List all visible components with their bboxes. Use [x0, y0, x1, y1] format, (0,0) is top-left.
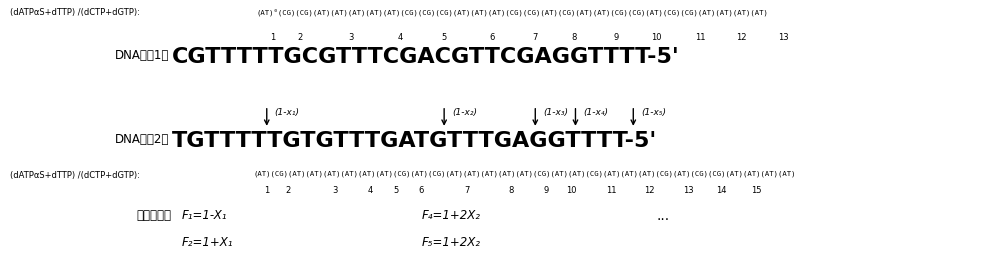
Text: 5: 5 — [442, 33, 447, 42]
Text: 7: 7 — [533, 33, 538, 42]
Text: DNA序列1：: DNA序列1： — [114, 48, 169, 62]
Text: 9: 9 — [613, 33, 618, 42]
Text: 4: 4 — [368, 186, 373, 195]
Text: 12: 12 — [736, 33, 746, 42]
Text: 11: 11 — [606, 186, 617, 195]
Text: F₄=1+2X₂: F₄=1+2X₂ — [422, 209, 481, 222]
Text: CGTTTTTGCGTTTCGACGTTCGAGGTTTT-5': CGTTTTTGCGTTTCGACGTTCGAGGTTTT-5' — [172, 47, 679, 67]
Text: (AT)(CG)(AT)(AT)(AT)(AT)(AT)(AT)(CG)(AT)(CG)(AT)(AT)(AT)(AT)(AT)(CG)(AT)(AT)(CG): (AT)(CG)(AT)(AT)(AT)(AT)(AT)(AT)(CG)(AT)… — [253, 171, 796, 177]
Text: 13: 13 — [778, 33, 789, 42]
Text: (1-x₃): (1-x₃) — [543, 108, 568, 117]
Text: 12: 12 — [644, 186, 654, 195]
Text: 1: 1 — [264, 186, 269, 195]
Text: 关联分析：: 关联分析： — [137, 209, 172, 222]
Text: 13: 13 — [683, 186, 693, 195]
Text: (dATPαS+dTTP) /(dCTP+dGTP):: (dATPαS+dTTP) /(dCTP+dGTP): — [10, 171, 140, 180]
Text: 6: 6 — [418, 186, 423, 195]
Text: 11: 11 — [695, 33, 705, 42]
Text: 15: 15 — [752, 186, 762, 195]
Text: (AT)⁰(CG)(CG)(AT)(AT)(AT)(AT)(AT)(CG)(CG)(CG)(AT)(AT)(AT)(CG)(CG)(AT)(CG)(AT)(AT: (AT)⁰(CG)(CG)(AT)(AT)(AT)(AT)(AT)(CG)(CG… — [257, 8, 769, 16]
Text: 3: 3 — [348, 33, 354, 42]
Text: (dATPαS+dTTP) /(dCTP+dGTP):: (dATPαS+dTTP) /(dCTP+dGTP): — [10, 8, 140, 17]
Text: 4: 4 — [397, 33, 403, 42]
Text: ...: ... — [657, 209, 670, 223]
Text: 7: 7 — [464, 186, 469, 195]
Text: (1-x₄): (1-x₄) — [583, 108, 608, 117]
Text: 8: 8 — [508, 186, 513, 195]
Text: 10: 10 — [652, 33, 662, 42]
Text: (1-x₅): (1-x₅) — [641, 108, 666, 117]
Text: 14: 14 — [716, 186, 727, 195]
Text: 3: 3 — [333, 186, 338, 195]
Text: 6: 6 — [489, 33, 495, 42]
Text: 5: 5 — [393, 186, 399, 195]
Text: 8: 8 — [572, 33, 577, 42]
Text: F₅=1+2X₂: F₅=1+2X₂ — [422, 236, 481, 249]
Text: (1-x₁): (1-x₁) — [275, 108, 300, 117]
Text: F₂=1+X₁: F₂=1+X₁ — [182, 236, 233, 249]
Text: 9: 9 — [543, 186, 549, 195]
Text: DNA序列2：: DNA序列2： — [114, 133, 169, 146]
Text: F₁=1-X₁: F₁=1-X₁ — [182, 209, 227, 222]
Text: 2: 2 — [286, 186, 291, 195]
Text: 1: 1 — [270, 33, 275, 42]
Text: 10: 10 — [566, 186, 577, 195]
Text: TGTTTTTGTGTTTGATGTTTGAGGTTTT-5': TGTTTTTGTGTTTGATGTTTGAGGTTTT-5' — [172, 131, 657, 151]
Text: 2: 2 — [297, 33, 303, 42]
Text: (1-x₂): (1-x₂) — [452, 108, 477, 117]
